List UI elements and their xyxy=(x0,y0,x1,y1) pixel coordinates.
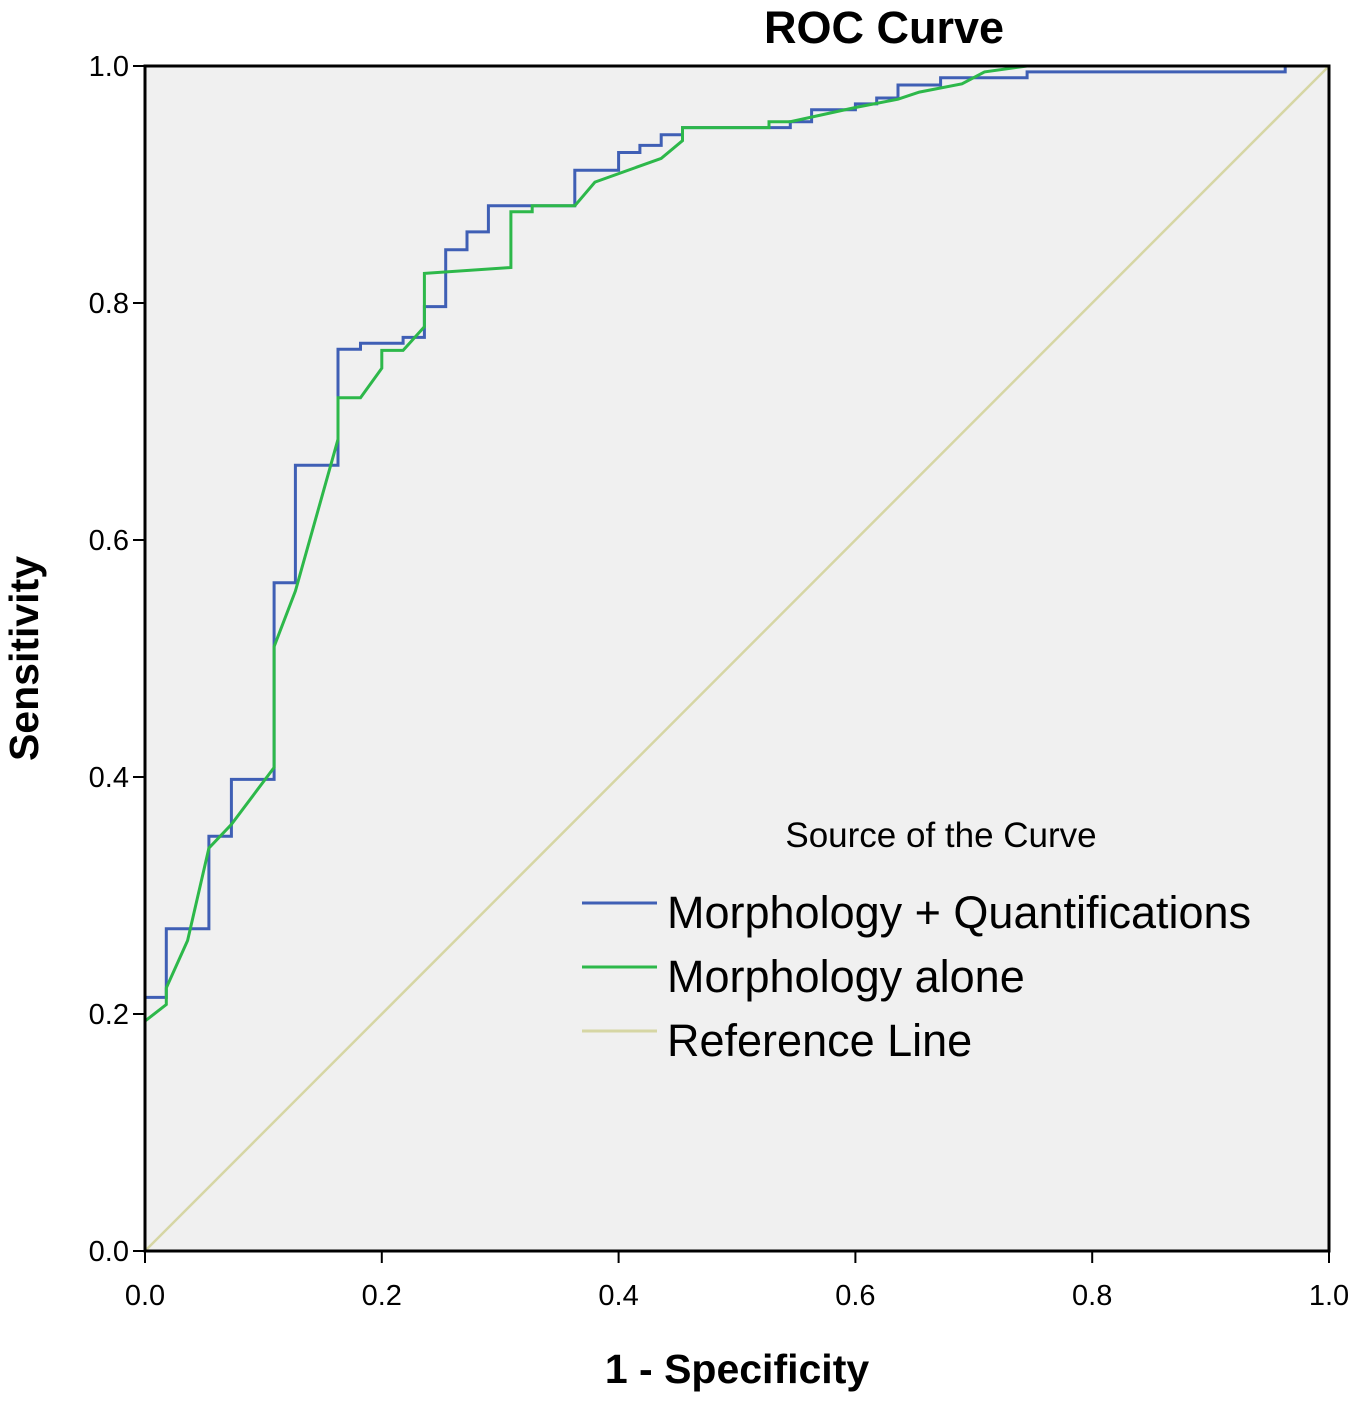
x-tick-label: 0.6 xyxy=(835,1280,875,1312)
legend-title: Source of the Curve xyxy=(785,816,1096,855)
legend-label-reference-line: Reference Line xyxy=(667,1015,972,1066)
series-line-reference-line xyxy=(144,65,1330,1252)
x-tick-label: 0.8 xyxy=(1072,1280,1112,1312)
y-tick-label: 0.0 xyxy=(89,1236,129,1268)
legend: Source of the Curve Morphology + Quantif… xyxy=(582,816,1251,1066)
series-line-morphology-alone xyxy=(144,64,1329,1023)
x-axis-title: 1 - Specificity xyxy=(605,1346,870,1392)
y-tick-label: 0.6 xyxy=(89,525,129,557)
legend-label-morphology-quantifications: Morphology + Quantifications xyxy=(667,887,1251,938)
ticks-layer: 0.0 0.2 0.4 0.6 0.8 1.0 0.0 0.2 0.4 0.6 0.8 1.0 xyxy=(89,51,1349,1312)
y-tick-label: 0.2 xyxy=(89,999,129,1031)
y-axis-title: Sensitivity xyxy=(1,556,47,761)
x-tick-label: 0.4 xyxy=(598,1280,638,1312)
x-tick-label: 0.2 xyxy=(362,1280,402,1312)
series-layer xyxy=(143,64,1330,1252)
y-tick-label: 1.0 xyxy=(89,51,129,83)
y-tick-label: 0.8 xyxy=(89,288,129,320)
x-tick-label: 0.0 xyxy=(125,1280,165,1312)
x-tick-label: 1.0 xyxy=(1309,1280,1349,1312)
y-tick-label: 0.4 xyxy=(89,762,129,794)
chart-title: ROC Curve xyxy=(764,2,1004,53)
legend-label-morphology-alone: Morphology alone xyxy=(667,951,1025,1002)
plot-frame xyxy=(143,64,1331,1253)
